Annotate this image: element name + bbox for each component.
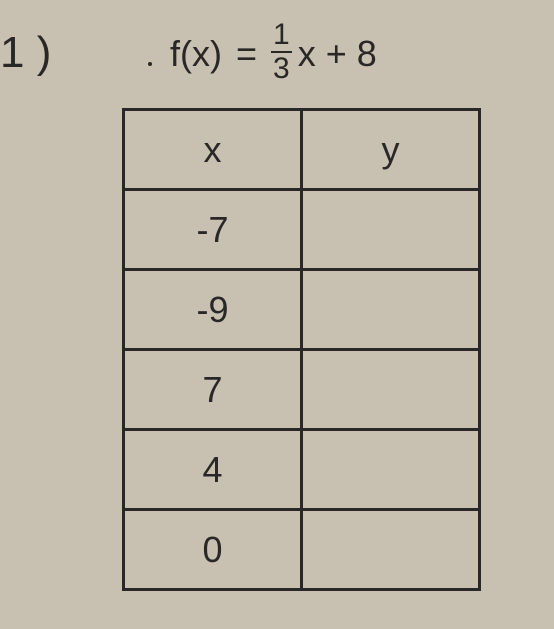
fraction-denominator: 3 (271, 54, 292, 84)
cell-x: -9 (124, 270, 302, 350)
equation: f(x) = 1 3 x + 8 (170, 22, 377, 86)
cell-y[interactable] (302, 510, 480, 590)
table-row: 7 (124, 350, 480, 430)
function-table-container: x y -7 -9 7 4 0 (122, 108, 481, 591)
function-table: x y -7 -9 7 4 0 (122, 108, 481, 591)
fraction-numerator: 1 (271, 20, 292, 50)
equation-tail: x + 8 (298, 33, 377, 75)
cell-y[interactable] (302, 190, 480, 270)
column-header-x: x (124, 110, 302, 190)
stray-dot (148, 62, 152, 66)
table-header-row: x y (124, 110, 480, 190)
table-row: 0 (124, 510, 480, 590)
table-row: 4 (124, 430, 480, 510)
problem-number: 1 ) (0, 28, 51, 78)
column-header-y: y (302, 110, 480, 190)
equation-fraction: 1 3 (271, 20, 292, 84)
cell-y[interactable] (302, 270, 480, 350)
cell-x: 4 (124, 430, 302, 510)
table-row: -7 (124, 190, 480, 270)
worksheet-page: 1 ) f(x) = 1 3 x + 8 x y -7 -9 7 (0, 0, 554, 629)
cell-y[interactable] (302, 430, 480, 510)
cell-y[interactable] (302, 350, 480, 430)
cell-x: -7 (124, 190, 302, 270)
cell-x: 0 (124, 510, 302, 590)
table-row: -9 (124, 270, 480, 350)
cell-x: 7 (124, 350, 302, 430)
equation-equals: = (236, 33, 257, 75)
equation-lhs: f(x) (170, 33, 222, 75)
